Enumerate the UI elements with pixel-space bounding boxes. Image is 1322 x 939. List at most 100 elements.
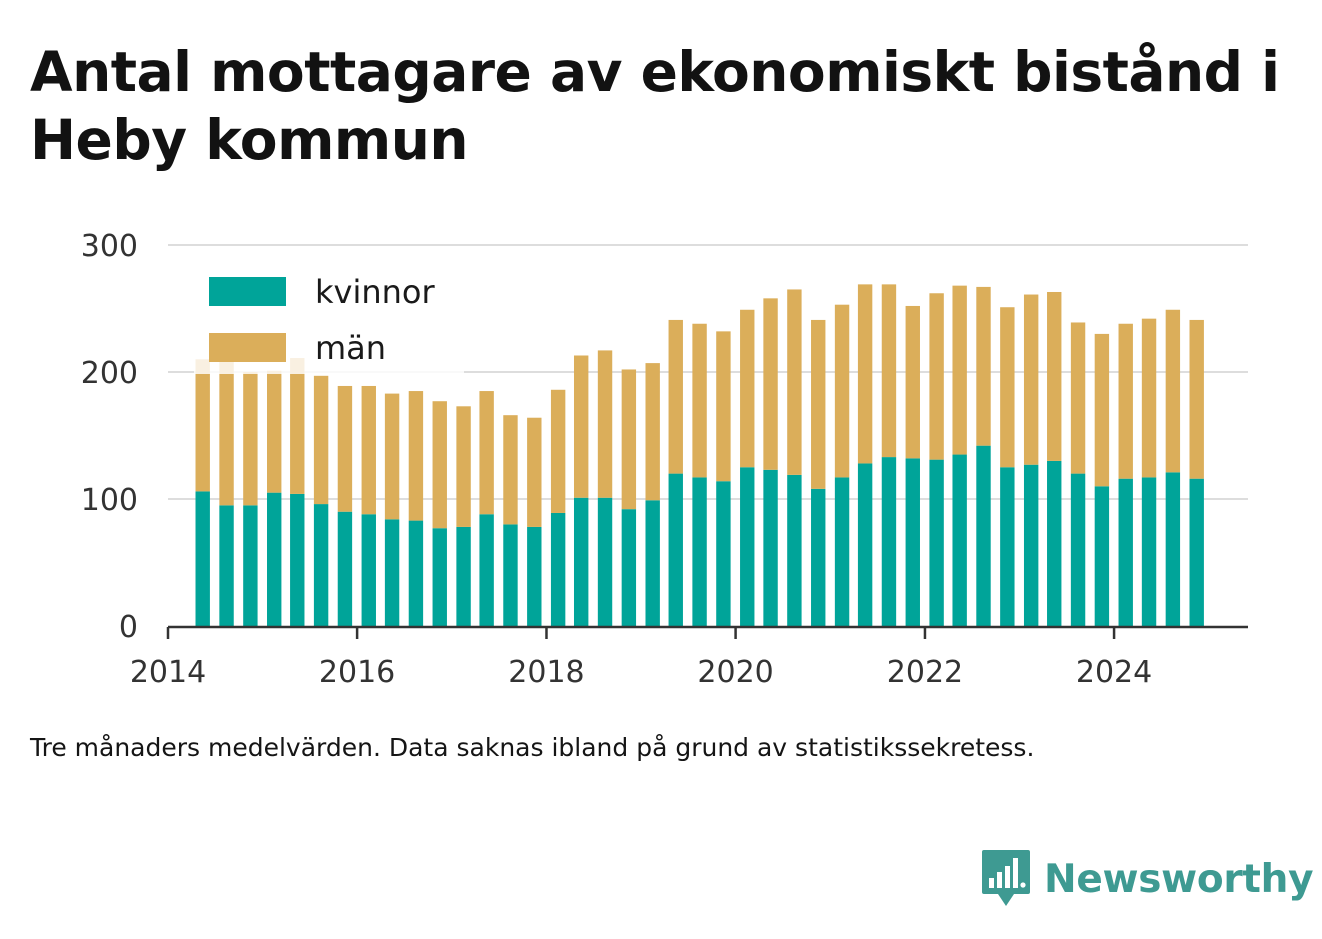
x-tick-label: 2020 <box>697 655 773 690</box>
x-tick-label: 2022 <box>887 655 963 690</box>
bar-man-2022-11 <box>1000 307 1015 468</box>
bar-kvinnor-2024-11 <box>1189 478 1204 626</box>
bar-kvinnor-2024-08 <box>1165 472 1181 626</box>
bar-man-2017-11 <box>527 417 542 527</box>
bar-man-2020-08 <box>787 289 802 475</box>
bar-kvinnor-2021-08 <box>881 457 897 626</box>
x-tick-label: 2024 <box>1076 655 1152 690</box>
bar-man-2018-11 <box>621 369 637 510</box>
bar-man-2018-02 <box>550 389 566 513</box>
bar-man-2020-05 <box>763 298 778 470</box>
bar-man-2019-02 <box>645 363 660 501</box>
bar-chart-speech-bubble-icon <box>982 850 1030 906</box>
legend-swatch-kvinnor <box>209 277 286 306</box>
bar-kvinnor-2019-11 <box>716 481 731 626</box>
y-tick-label: 200 <box>81 356 138 391</box>
bar-kvinnor-2015-05 <box>290 493 305 626</box>
bar-kvinnor-2019-05 <box>668 473 683 626</box>
bar-man-2015-08 <box>313 375 329 505</box>
bar-man-2019-05 <box>668 319 683 474</box>
bar-man-2014-05 <box>195 359 210 492</box>
bar-man-2024-11 <box>1189 319 1204 479</box>
bar-man-2022-05 <box>952 285 967 455</box>
legend-label-man: män <box>315 329 386 367</box>
axes: 0 100 200 300 2014 2016 2018 2020 2022 2024 <box>81 229 1248 690</box>
bar-man-2018-05 <box>573 355 589 498</box>
newsworthy-logo: Newsworthy <box>980 848 1314 910</box>
bar-kvinnor-2022-08 <box>976 445 991 626</box>
bar-man-2017-02 <box>456 406 471 527</box>
bar-man-2016-05 <box>384 393 400 520</box>
bar-kvinnor-2016-05 <box>384 519 400 626</box>
bar-man-2016-11 <box>432 401 447 529</box>
bars <box>195 284 1204 626</box>
bar-man-2023-05 <box>1047 291 1062 461</box>
bar-kvinnor-2016-08 <box>408 520 424 626</box>
bar-kvinnor-2021-11 <box>905 458 920 626</box>
bar-kvinnor-2015-02 <box>267 492 282 626</box>
x-tick-label: 2014 <box>130 655 206 690</box>
bar-man-2022-02 <box>929 293 944 460</box>
legend: kvinnor män <box>194 262 464 374</box>
bar-kvinnor-2020-02 <box>740 467 755 626</box>
bar-man-2020-02 <box>740 309 755 468</box>
bar-kvinnor-2024-02 <box>1118 478 1133 626</box>
bar-man-2021-05 <box>857 284 873 464</box>
y-tick-label: 300 <box>81 229 138 264</box>
bar-kvinnor-2016-02 <box>361 514 376 626</box>
bar-kvinnor-2018-11 <box>621 509 637 626</box>
bar-man-2017-05 <box>479 391 494 515</box>
bar-kvinnor-2018-08 <box>597 497 613 626</box>
bar-kvinnor-2023-11 <box>1094 486 1110 626</box>
chart-caption: Tre månaders medelvärden. Data saknas ib… <box>30 733 1035 762</box>
bar-kvinnor-2018-05 <box>573 497 589 626</box>
bar-kvinnor-2020-05 <box>763 469 778 626</box>
bar-kvinnor-2017-02 <box>456 526 471 626</box>
bar-man-2023-11 <box>1094 333 1110 487</box>
bar-man-2024-02 <box>1118 323 1133 479</box>
bar-man-2015-02 <box>267 370 282 493</box>
bar-man-2020-11 <box>811 319 826 489</box>
bar-man-2021-08 <box>881 284 897 458</box>
bar-kvinnor-2019-02 <box>645 500 660 626</box>
bar-kvinnor-2023-08 <box>1070 473 1086 626</box>
bar-kvinnor-2015-11 <box>337 511 353 626</box>
bar-kvinnor-2017-05 <box>479 514 494 626</box>
brand-name: Newsworthy <box>1044 856 1314 902</box>
bar-man-2016-02 <box>361 385 376 515</box>
bar-kvinnor-2015-08 <box>313 504 329 626</box>
bar-man-2022-08 <box>976 286 991 446</box>
bar-kvinnor-2018-02 <box>550 512 566 626</box>
bar-man-2014-11 <box>243 372 258 506</box>
bar-man-2018-08 <box>597 350 613 498</box>
stacked-bar-chart: 0 100 200 300 2014 2016 2018 2020 2022 2024 kvinn… <box>81 229 1248 690</box>
bar-man-2016-08 <box>408 391 424 521</box>
bar-man-2024-05 <box>1141 318 1157 478</box>
bar-kvinnor-2019-08 <box>692 477 707 626</box>
bar-man-2021-02 <box>834 304 850 478</box>
bar-kvinnor-2020-08 <box>787 474 802 626</box>
bar-man-2021-11 <box>905 305 920 459</box>
bar-kvinnor-2023-05 <box>1047 460 1062 626</box>
bar-kvinnor-2020-11 <box>811 488 826 626</box>
bar-kvinnor-2016-11 <box>432 528 447 626</box>
bar-man-2017-08 <box>503 415 518 525</box>
bar-man-2023-02 <box>1023 294 1039 465</box>
bar-man-2014-08 <box>219 355 234 506</box>
bar-man-2015-05 <box>290 358 305 494</box>
bar-kvinnor-2023-02 <box>1023 464 1039 626</box>
legend-swatch-man <box>209 333 286 362</box>
legend-label-kvinnor: kvinnor <box>315 273 436 311</box>
bar-kvinnor-2014-08 <box>219 505 234 626</box>
bar-kvinnor-2024-05 <box>1141 477 1157 626</box>
bar-man-2019-11 <box>716 331 731 482</box>
bar-kvinnor-2014-11 <box>243 505 258 626</box>
bar-kvinnor-2021-02 <box>834 477 850 626</box>
bar-kvinnor-2022-11 <box>1000 467 1015 626</box>
y-tick-label: 0 <box>119 610 138 645</box>
bar-kvinnor-2022-02 <box>929 459 944 626</box>
chart-title: Antal mottagare av ekonomiskt bistånd i … <box>30 40 1280 172</box>
bar-kvinnor-2017-08 <box>503 524 518 626</box>
bar-kvinnor-2017-11 <box>527 526 542 626</box>
x-tick-label: 2018 <box>508 655 584 690</box>
